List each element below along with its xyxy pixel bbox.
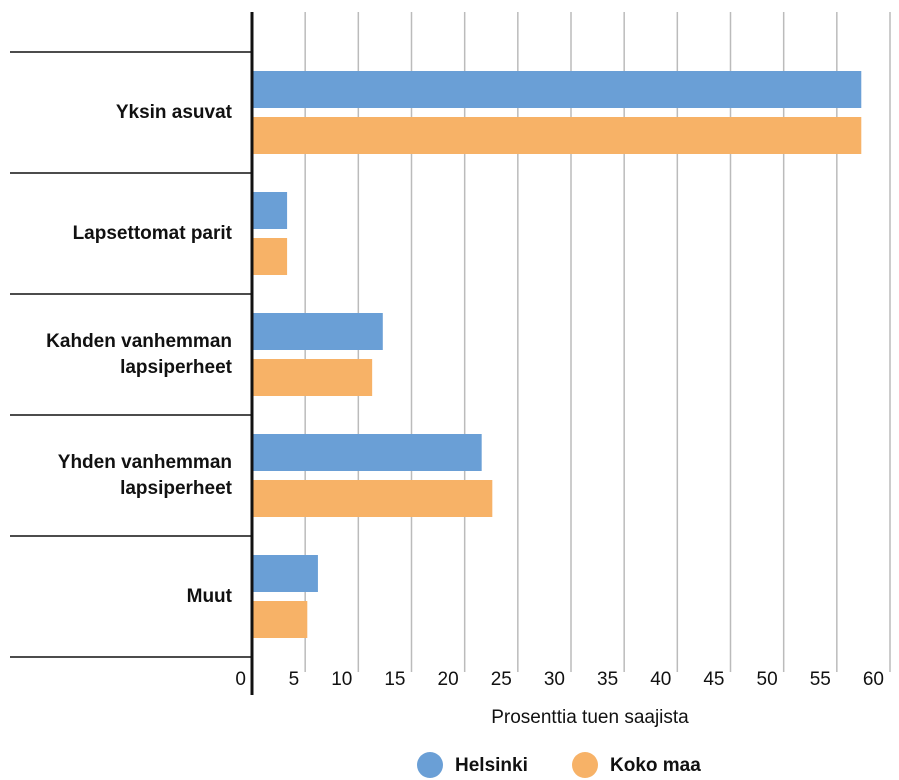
bar [252,117,862,154]
bar [252,480,493,517]
legend-marker [572,752,598,778]
x-tick-label: 0 [235,669,246,690]
x-tick-label: 15 [384,669,405,690]
x-tick-label: 60 [863,669,884,690]
x-tick-label: 25 [491,669,512,690]
x-tick-label: 55 [810,669,831,690]
x-tick-label: 50 [757,669,778,690]
bar [252,555,318,592]
bar [252,601,308,638]
x-tick-label: 5 [289,669,300,690]
bar [252,192,288,229]
category-label: Yhden vanhemman lapsiperheet [57,451,232,499]
category-label: Kahden vanhemman lapsiperheet [46,330,232,378]
legend-marker [417,752,443,778]
x-tick-label: 10 [331,669,352,690]
x-tick-label: 45 [703,669,724,690]
legend-label: Koko maa [610,755,701,776]
x-tick-label: 30 [544,669,565,690]
bar [252,434,482,471]
category-label: Muut [186,585,232,607]
x-tick-label: 35 [597,669,618,690]
bar [252,238,288,275]
x-tick-label: 20 [438,669,459,690]
bar [252,71,862,108]
x-axis-label: Prosenttia tuen saajista [491,707,689,728]
x-tick-label: 40 [650,669,671,690]
category-label: Lapsettomat parit [72,222,232,244]
bar [252,313,383,350]
bar [252,359,373,396]
category-label: Yksin asuvat [115,101,232,123]
legend-label: Helsinki [455,755,528,776]
